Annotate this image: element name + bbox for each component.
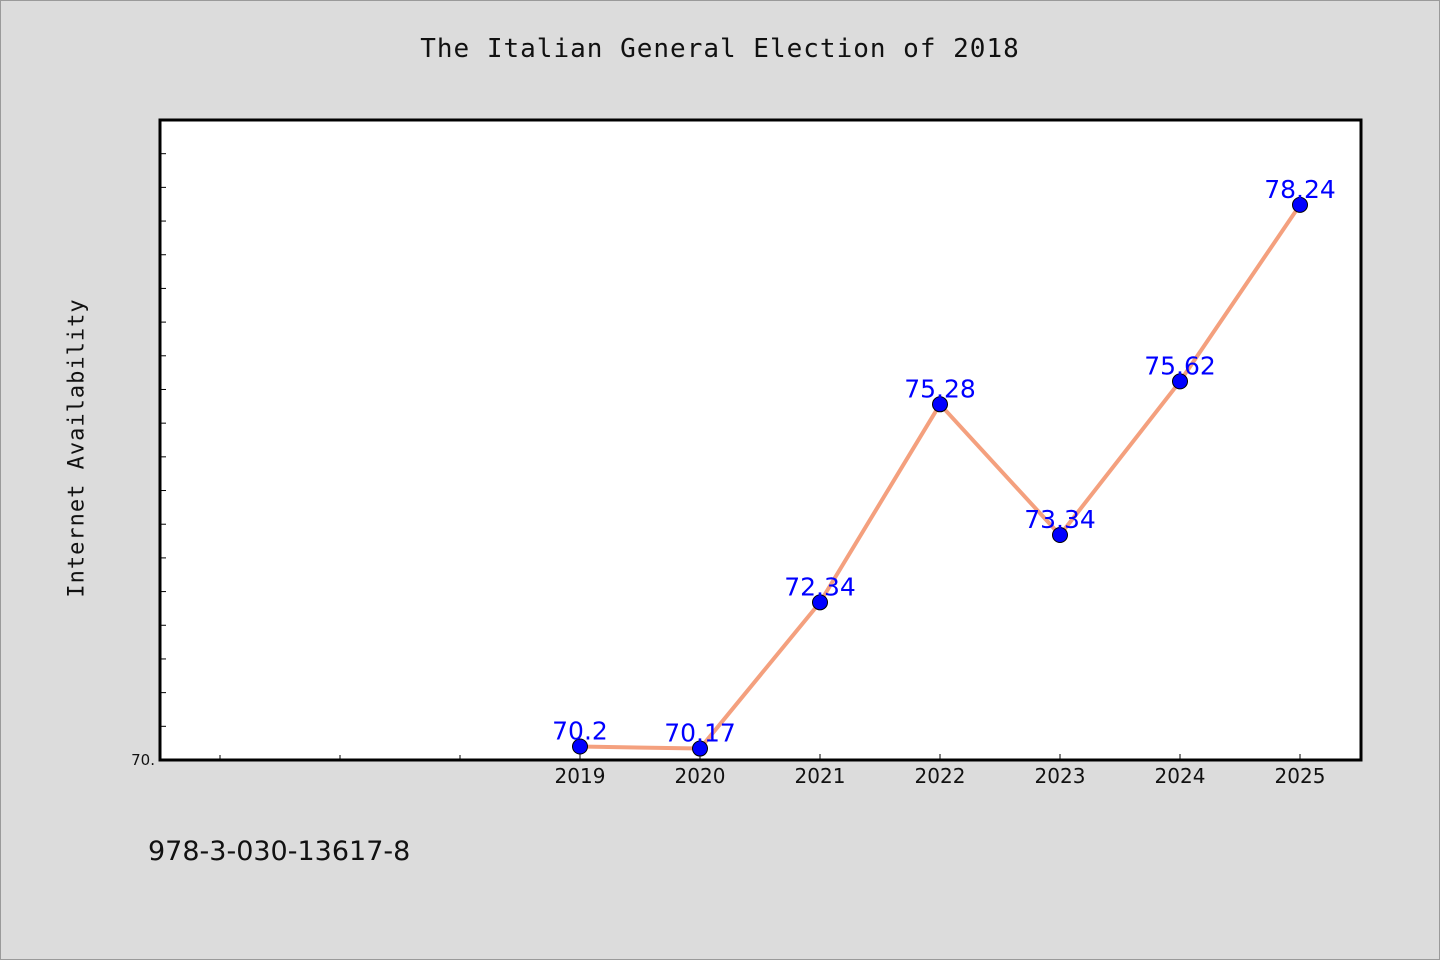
x-tick-label: 2022: [915, 764, 966, 788]
data-label: 75.62: [1144, 351, 1216, 380]
chart-title: The Italian General Election of 2018: [420, 34, 1020, 64]
data-point: [1292, 196, 1308, 213]
data-label: 75.28: [904, 374, 976, 403]
plot-border: [158, 118, 1363, 762]
data-label: 70.17: [664, 719, 736, 748]
x-tick-label: 2025: [1275, 764, 1326, 788]
x-tick-label: 2023: [1035, 764, 1086, 788]
data-point: [1052, 526, 1068, 543]
x-tick-label: 2024: [1155, 764, 1206, 788]
y-tick-label: 70.: [131, 751, 155, 769]
data-label: 72.34: [784, 572, 856, 601]
plot-area: [160, 120, 1361, 760]
data-point: [572, 738, 588, 755]
x-tick-label: 2019: [555, 764, 606, 788]
data-label: 78.24: [1264, 175, 1336, 204]
x-tick-label: 2021: [795, 764, 846, 788]
data-label: 70.2: [552, 717, 608, 746]
data-label: 73.34: [1024, 505, 1096, 534]
data-point: [692, 740, 708, 757]
data-point: [812, 594, 828, 611]
data-point: [1172, 373, 1188, 390]
data-point: [932, 396, 948, 413]
x-tick-label: 2020: [675, 764, 726, 788]
isbn-footer: 978-3-030-13617-8: [148, 836, 411, 867]
